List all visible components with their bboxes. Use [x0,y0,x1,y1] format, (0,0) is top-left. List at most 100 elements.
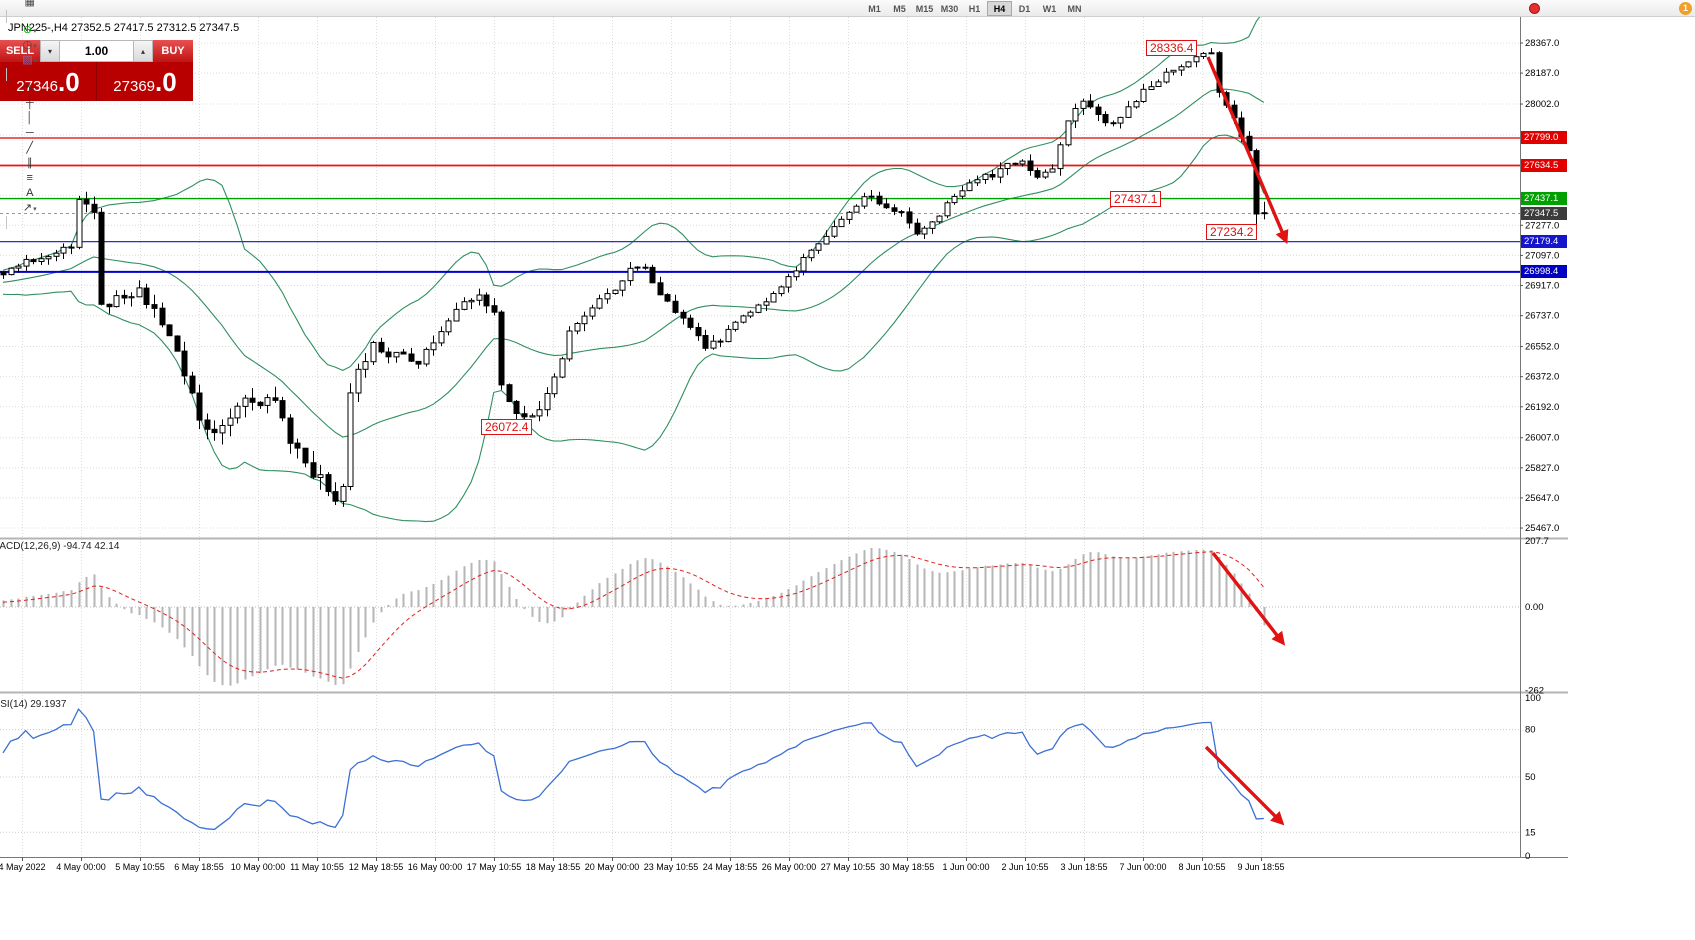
timeframe-m30-button[interactable]: M30 [940,3,959,14]
trendline-icon[interactable]: ╱ [2,141,57,156]
candle [136,287,143,298]
vertical-line-icon[interactable]: │ [2,111,57,126]
price-axis-label: 25467.0 [1525,523,1559,534]
candle [1065,120,1072,146]
trend-arrow[interactable] [1204,745,1285,826]
timeframe-h1-button[interactable]: H1 [968,3,981,14]
rsi-indicator-label: RSI(14) 29.1937 [0,699,67,710]
candle [294,442,301,449]
periods-button[interactable]: ◷ ▾ [2,38,57,53]
time-axis-label: 27 May 10:55 [821,862,876,872]
horizontal-line-icon[interactable]: ─ [2,126,57,141]
templates-button[interactable]: ▧ ▾ [2,53,57,68]
notification-badge[interactable]: 1 [1679,2,1692,15]
candlestick-series [0,48,1268,507]
price-annotation[interactable]: 27234.2 [1206,224,1258,240]
one-click-prices: 27346.0 27369.0 [0,62,193,101]
timeframe-m5-button[interactable]: M5 [893,3,906,14]
candle [91,203,98,213]
indicators-icon: ⊕ [22,24,33,36]
fibonacci-icon: ≡ [26,172,33,184]
candle [174,335,181,352]
time-axis-label: 7 Jun 00:00 [1119,862,1166,872]
fibonacci-icon[interactable]: ≡ [2,171,57,186]
candle [1125,106,1132,118]
arrow-objects-button[interactable]: ↗ ▾ [2,201,57,216]
volume-increase-button[interactable]: ▴ [133,40,153,62]
candle [974,179,981,184]
candle [574,323,581,332]
indicators-button[interactable]: ⊕ ▾ [2,23,57,38]
candle [453,308,460,322]
candle [219,425,226,434]
rsi-pane [2,707,1264,831]
candle [287,417,294,444]
price-annotation[interactable]: 28336.4 [1146,40,1198,56]
time-axis-label: 5 May 10:55 [115,862,165,872]
templates-icon: ▧ [22,54,33,66]
candle [1049,168,1056,173]
candle [1261,212,1268,215]
text-label-icon[interactable]: A [2,186,57,201]
equidistant-channel-icon[interactable]: ∥ [2,156,57,171]
rsi-axis-label: 50 [1525,772,1536,783]
trend-arrow[interactable] [1206,56,1289,245]
candle [596,298,603,309]
price-level-lines [0,137,1520,273]
candle [1034,170,1041,178]
trendline-icon: ╱ [26,142,34,154]
candle [559,358,566,378]
time-axis-label: 16 May 00:00 [408,862,463,872]
price-annotation[interactable]: 27437.1 [1110,191,1162,207]
timeframe-h4-button[interactable]: H4 [987,1,1012,16]
candle [755,304,762,313]
trend-arrow[interactable] [1211,551,1286,646]
time-axis-label: 17 May 10:55 [467,862,522,872]
timeframe-d1-button[interactable]: D1 [1018,3,1031,14]
price-axis-label: 26552.0 [1525,342,1559,353]
rsi-line [2,707,1264,831]
price-axis-label: 27097.0 [1525,250,1559,261]
buy-price[interactable]: 27369.0 [97,62,193,101]
timeframe-m15-button[interactable]: M15 [915,3,934,14]
crosshair-icon[interactable]: ┼ [2,96,57,111]
timeframe-mn-button[interactable]: MN [1067,3,1082,14]
cursor-icon[interactable]: ↖ [2,81,57,96]
price-axis-label: 25827.0 [1525,463,1559,474]
cursor-icon: ↖ [25,82,35,94]
candle [1170,69,1177,73]
time-axis-label: 30 May 18:55 [880,862,935,872]
chart-canvas[interactable]: 28367.0 28187.0 28002.0 27277.0 27097.0 26917… [0,17,1568,875]
timeframe-w1-button[interactable]: W1 [1042,3,1057,14]
candle [15,265,22,269]
candle [385,351,392,358]
rsi-axis-label: 100 [1525,693,1541,704]
buy-button[interactable]: BUY [153,40,193,62]
tile-windows-icon[interactable]: ▦ [2,0,57,10]
macd-axis-label: 0.00 [1525,602,1544,613]
candle [45,256,52,260]
volume-decrease-button[interactable]: ▾ [40,40,60,62]
toolbar-separator [6,10,7,23]
price-axis-tag: 26998.4 [1521,265,1567,278]
price-annotation[interactable]: 26072.4 [481,419,533,435]
candle [1004,162,1011,169]
timeframe-m1-button[interactable]: M1 [868,3,881,14]
candle [1178,66,1185,71]
volume-input[interactable] [60,40,133,62]
candle [430,342,437,351]
sell-price[interactable]: 27346.0 [0,62,97,101]
time-axis-label: 18 May 18:55 [526,862,581,872]
candle [166,324,173,337]
price-axis-label: 26737.0 [1525,311,1559,322]
time-axis[interactable]: 4 May 2022 4 May 00:00 5 May 10:55 6 May 18… [0,857,1285,872]
candle [468,299,475,303]
time-axis-label: 11 May 10:55 [290,862,344,872]
time-axis-label: 6 May 18:55 [174,862,224,872]
time-axis-label: 3 Jun 18:55 [1060,862,1107,872]
connection-status-icon[interactable] [1529,3,1540,14]
candle [732,321,739,330]
price-axis[interactable]: 28367.0 28187.0 28002.0 27277.0 27097.0 26917… [1520,38,1559,862]
sell-button[interactable]: SELL [0,40,40,62]
candle [831,226,838,237]
